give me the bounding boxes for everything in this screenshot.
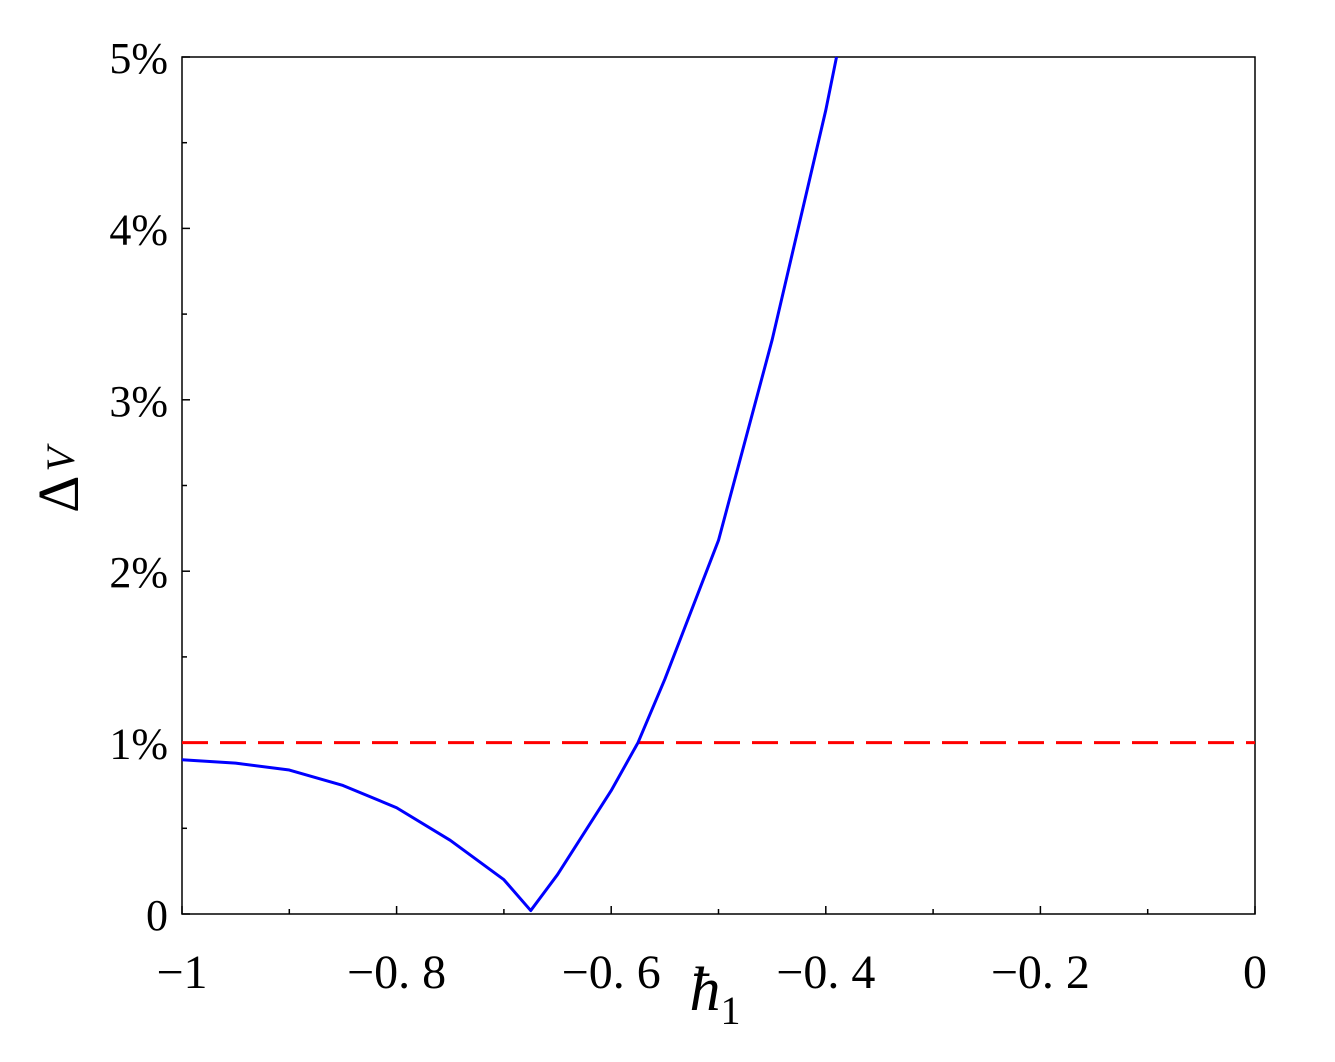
x-tick-label: −0. 8 xyxy=(347,946,446,999)
y-axis-label: ΔV xyxy=(26,443,91,513)
y-tick-label: 5% xyxy=(109,34,168,83)
y-tick-label: 0 xyxy=(146,891,168,940)
x-axis-label: ħ1 xyxy=(690,956,741,1033)
x-tick-label: −1 xyxy=(156,946,207,999)
y-tick-label: 3% xyxy=(109,377,168,426)
y-tick-label: 4% xyxy=(109,205,168,254)
x-tick-label: −0. 4 xyxy=(776,946,875,999)
x-tick-label: −0. 2 xyxy=(991,946,1090,999)
y-tick-label: 2% xyxy=(109,548,168,597)
x-tick-label: −0. 6 xyxy=(562,946,661,999)
data-line xyxy=(181,56,839,913)
x-tick-label: 0 xyxy=(1243,946,1267,999)
y-tick-label: 1% xyxy=(109,720,168,769)
